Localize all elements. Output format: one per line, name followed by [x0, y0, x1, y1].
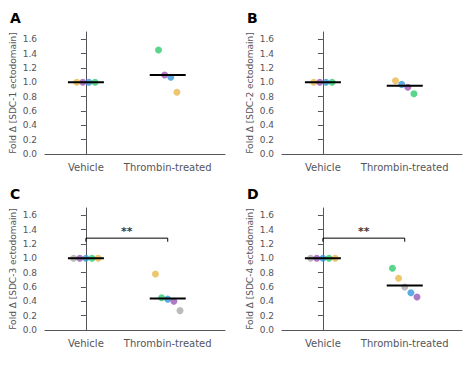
- svg-text:0.2: 0.2: [23, 135, 37, 145]
- svg-text:0.6: 0.6: [23, 282, 38, 292]
- svg-text:Thrombin-treated: Thrombin-treated: [360, 162, 449, 173]
- svg-text:0.0: 0.0: [23, 149, 38, 159]
- svg-text:1.0: 1.0: [260, 77, 275, 87]
- svg-text:1.2: 1.2: [23, 239, 37, 249]
- svg-text:Fold Δ [SDC-4 ectodomain]: Fold Δ [SDC-4 ectodomain]: [245, 208, 255, 329]
- svg-text:1.6: 1.6: [260, 34, 275, 44]
- svg-text:0.8: 0.8: [23, 268, 38, 278]
- svg-text:Vehicle: Vehicle: [68, 162, 104, 173]
- svg-text:0.2: 0.2: [260, 135, 274, 145]
- svg-text:D: D: [247, 186, 259, 202]
- svg-text:Thrombin-treated: Thrombin-treated: [123, 162, 212, 173]
- svg-text:0.0: 0.0: [260, 149, 275, 159]
- svg-text:1.0: 1.0: [23, 77, 38, 87]
- svg-text:1.0: 1.0: [23, 253, 38, 263]
- svg-text:A: A: [10, 10, 21, 26]
- svg-text:1.4: 1.4: [260, 49, 275, 59]
- svg-text:1.2: 1.2: [260, 239, 274, 249]
- svg-text:Thrombin-treated: Thrombin-treated: [360, 338, 449, 349]
- svg-text:Vehicle: Vehicle: [305, 338, 341, 349]
- svg-text:0.8: 0.8: [260, 268, 275, 278]
- svg-text:Fold Δ [SDC-1 ectodomain]: Fold Δ [SDC-1 ectodomain]: [8, 32, 18, 153]
- svg-text:**: **: [121, 225, 133, 238]
- svg-text:1.6: 1.6: [260, 210, 275, 220]
- svg-text:1.4: 1.4: [23, 225, 38, 235]
- svg-text:C: C: [10, 186, 20, 202]
- svg-text:0.4: 0.4: [23, 296, 38, 306]
- svg-text:Fold Δ [SDC-2 ectodomain]: Fold Δ [SDC-2 ectodomain]: [245, 32, 255, 153]
- svg-text:0.8: 0.8: [23, 92, 38, 102]
- svg-text:0.4: 0.4: [260, 296, 275, 306]
- svg-text:0.6: 0.6: [260, 106, 275, 116]
- svg-text:0.2: 0.2: [260, 311, 274, 321]
- svg-text:1.0: 1.0: [260, 253, 275, 263]
- svg-text:1.2: 1.2: [260, 63, 274, 73]
- svg-text:1.6: 1.6: [23, 34, 38, 44]
- svg-text:Thrombin-treated: Thrombin-treated: [123, 338, 212, 349]
- svg-text:0.0: 0.0: [23, 325, 38, 335]
- svg-text:1.2: 1.2: [23, 63, 37, 73]
- svg-text:1.4: 1.4: [23, 49, 38, 59]
- svg-text:0.4: 0.4: [260, 120, 275, 130]
- svg-text:1.6: 1.6: [23, 210, 38, 220]
- svg-text:0.6: 0.6: [260, 282, 275, 292]
- svg-text:0.4: 0.4: [23, 120, 38, 130]
- svg-text:Vehicle: Vehicle: [305, 162, 341, 173]
- svg-text:**: **: [358, 225, 370, 238]
- svg-text:0.2: 0.2: [23, 311, 37, 321]
- svg-text:0.0: 0.0: [260, 325, 275, 335]
- svg-text:Fold Δ [SDC-3 ectodomain]: Fold Δ [SDC-3 ectodomain]: [8, 208, 18, 329]
- svg-text:Vehicle: Vehicle: [68, 338, 104, 349]
- svg-text:0.6: 0.6: [23, 106, 38, 116]
- svg-text:0.8: 0.8: [260, 92, 275, 102]
- svg-text:1.4: 1.4: [260, 225, 275, 235]
- svg-text:B: B: [247, 10, 258, 26]
